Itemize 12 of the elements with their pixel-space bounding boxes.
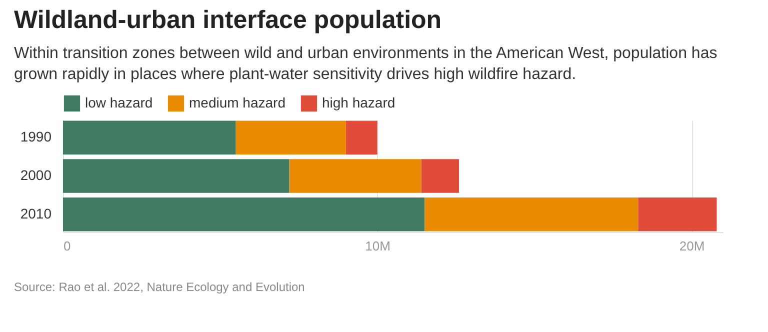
source-note: Source: Rao et al. 2022, Nature Ecology and Evolution — [14, 280, 306, 294]
legend-label: high hazard — [322, 94, 396, 110]
legend-label: medium hazard — [189, 94, 286, 110]
y-tick-label: 2000 — [20, 167, 52, 183]
x-tick-label: 20M — [679, 238, 705, 254]
x-tick-label: 0 — [64, 238, 71, 254]
y-tick-label: 2010 — [20, 205, 52, 222]
chart-title: Wildland-urban interface population — [14, 6, 443, 35]
x-tick-label: 10M — [365, 238, 390, 254]
chart-subtitle: Within transition zones between wild and urban environments in the American West, population has grown rapidly in places where plant-water sensitivity drives high wildfire hazard. — [14, 44, 718, 85]
y-tick-label: 1990 — [20, 128, 52, 145]
legend-label: low hazard — [85, 94, 153, 110]
